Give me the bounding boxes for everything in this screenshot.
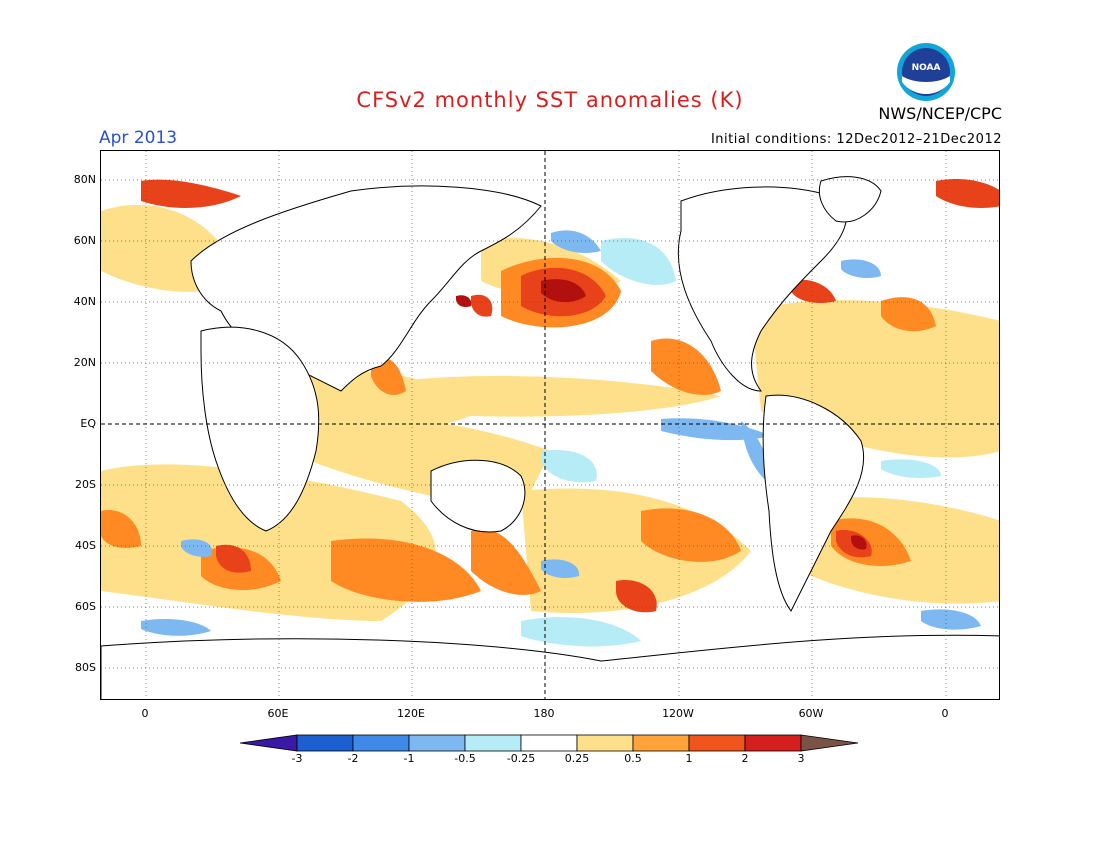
colorbar-label: -3 (291, 752, 303, 765)
cool-areas (141, 230, 981, 636)
lon-label: 60W (798, 707, 824, 720)
colorbar-label: 3 (797, 752, 805, 765)
colorbar-label: 1 (685, 752, 693, 765)
lon-label: 120W (662, 707, 694, 720)
equator-dateline (101, 151, 999, 699)
colorbar-label: -2 (347, 752, 359, 765)
colorbar-segment (688, 734, 746, 752)
colorbar-label: 0.25 (564, 752, 590, 765)
lat-label: 80N (73, 173, 96, 186)
lat-label: 40S (75, 539, 96, 552)
lat-label: 60N (73, 234, 96, 247)
colorbar-segment (296, 734, 354, 752)
colorbar-segment (576, 734, 634, 752)
lat-label: 20S (75, 478, 96, 491)
lon-label: 120E (397, 707, 425, 720)
colorbar-segment (800, 734, 859, 752)
colorbar-label: -0.25 (506, 752, 536, 765)
colorbar-segment (408, 734, 466, 752)
colorbar-segment (744, 734, 802, 752)
lat-label: EQ (80, 417, 96, 430)
strong-warm-areas (456, 279, 867, 550)
colorbar-label: 0.5 (624, 752, 642, 765)
colorbar-label: -1 (403, 752, 415, 765)
lat-label: 80S (75, 661, 96, 674)
noaa-logo: NOAA (897, 43, 955, 101)
colorbar-segment (520, 734, 578, 752)
map-title: CFSv2 monthly SST anomalies (K) (356, 88, 744, 112)
colorbar-segment (632, 734, 690, 752)
lon-label: 0 (141, 707, 149, 720)
colorbar-segment (240, 734, 298, 752)
lon-label: 0 (941, 707, 949, 720)
lat-label: 40N (73, 295, 96, 308)
forecast-month: Apr 2013 (99, 128, 178, 148)
lat-label: 20N (73, 356, 96, 369)
colorbar-segment (352, 734, 410, 752)
initial-conditions: Initial conditions: 12Dec2012–21Dec2012 (710, 132, 1002, 147)
colorbar-label: -0.5 (454, 752, 476, 765)
sst-anomaly-map (100, 150, 1000, 700)
agency-label: NWS/NCEP/CPC (878, 104, 1002, 123)
colorbar-label: 2 (741, 752, 749, 765)
weak-cool-areas (521, 237, 941, 647)
colorbar-segment (464, 734, 522, 752)
lon-label: 180 (533, 707, 555, 720)
lon-label: 60E (267, 707, 289, 720)
continents (101, 176, 999, 699)
colorbar (240, 734, 859, 752)
map-canvas (101, 151, 999, 699)
lat-label: 60S (75, 600, 96, 613)
noaa-logo-text: NOAA (912, 63, 941, 73)
